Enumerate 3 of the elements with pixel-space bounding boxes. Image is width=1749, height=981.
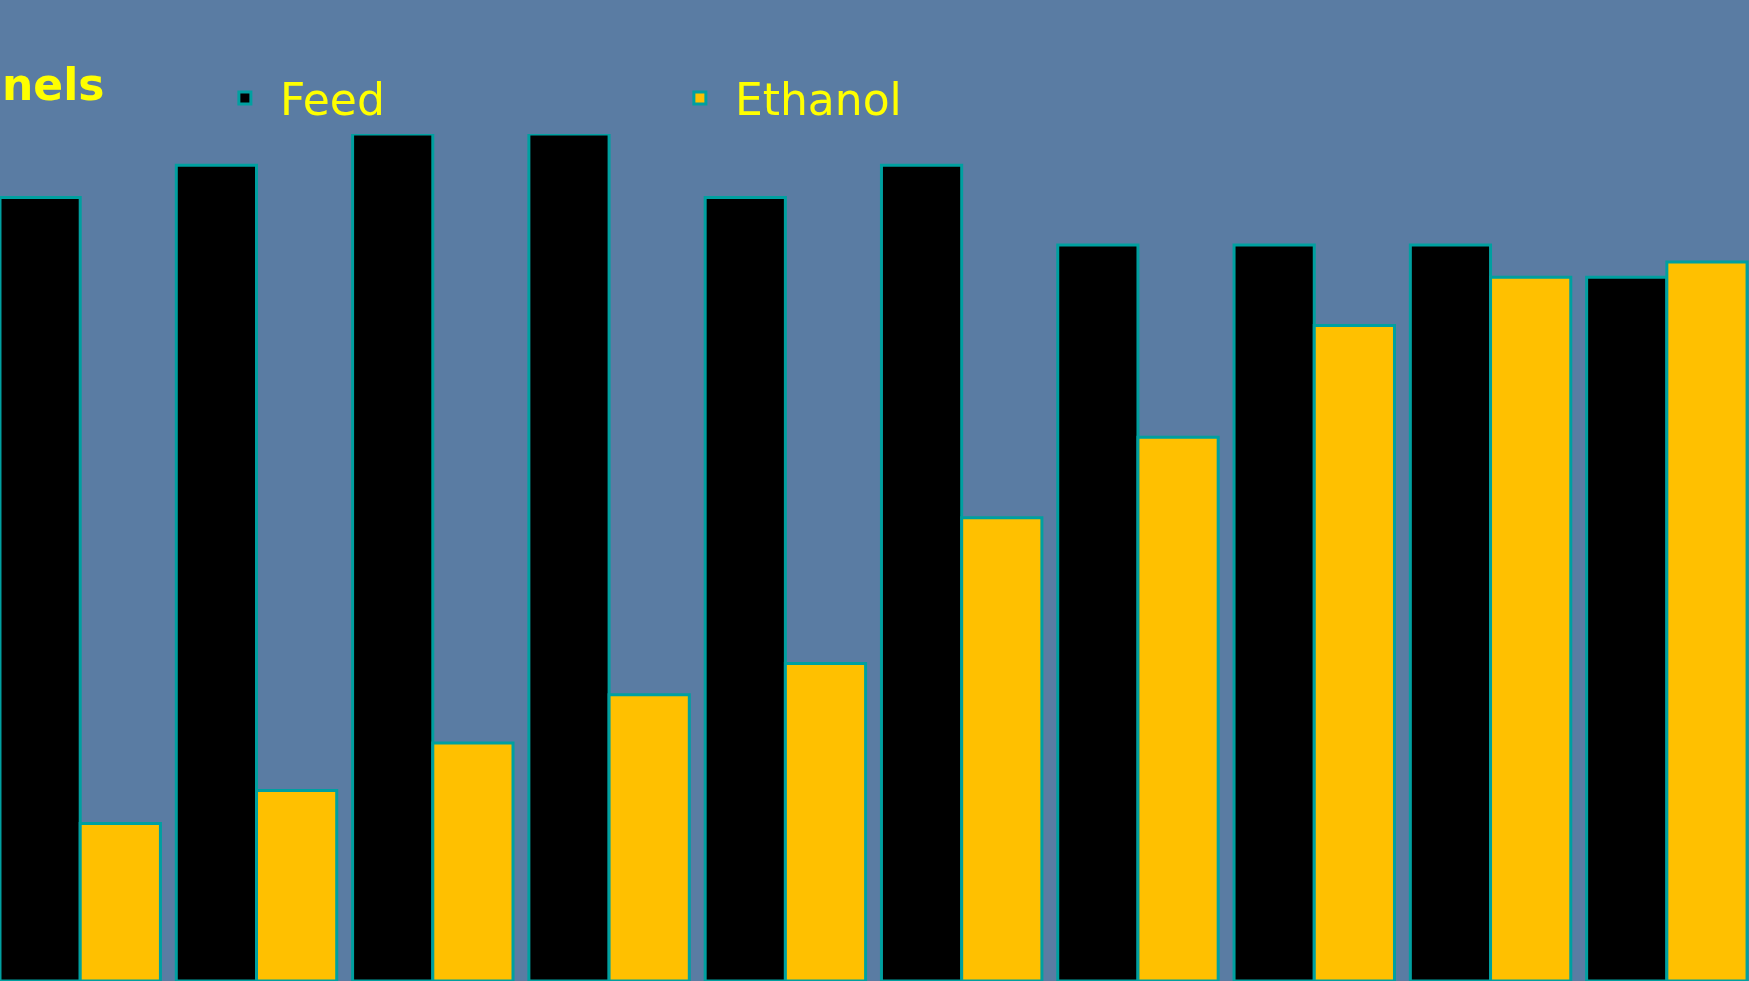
legend-label: Ethanol (734, 74, 902, 126)
text: nels (2, 59, 105, 110)
legend-label: Feed (279, 74, 385, 126)
